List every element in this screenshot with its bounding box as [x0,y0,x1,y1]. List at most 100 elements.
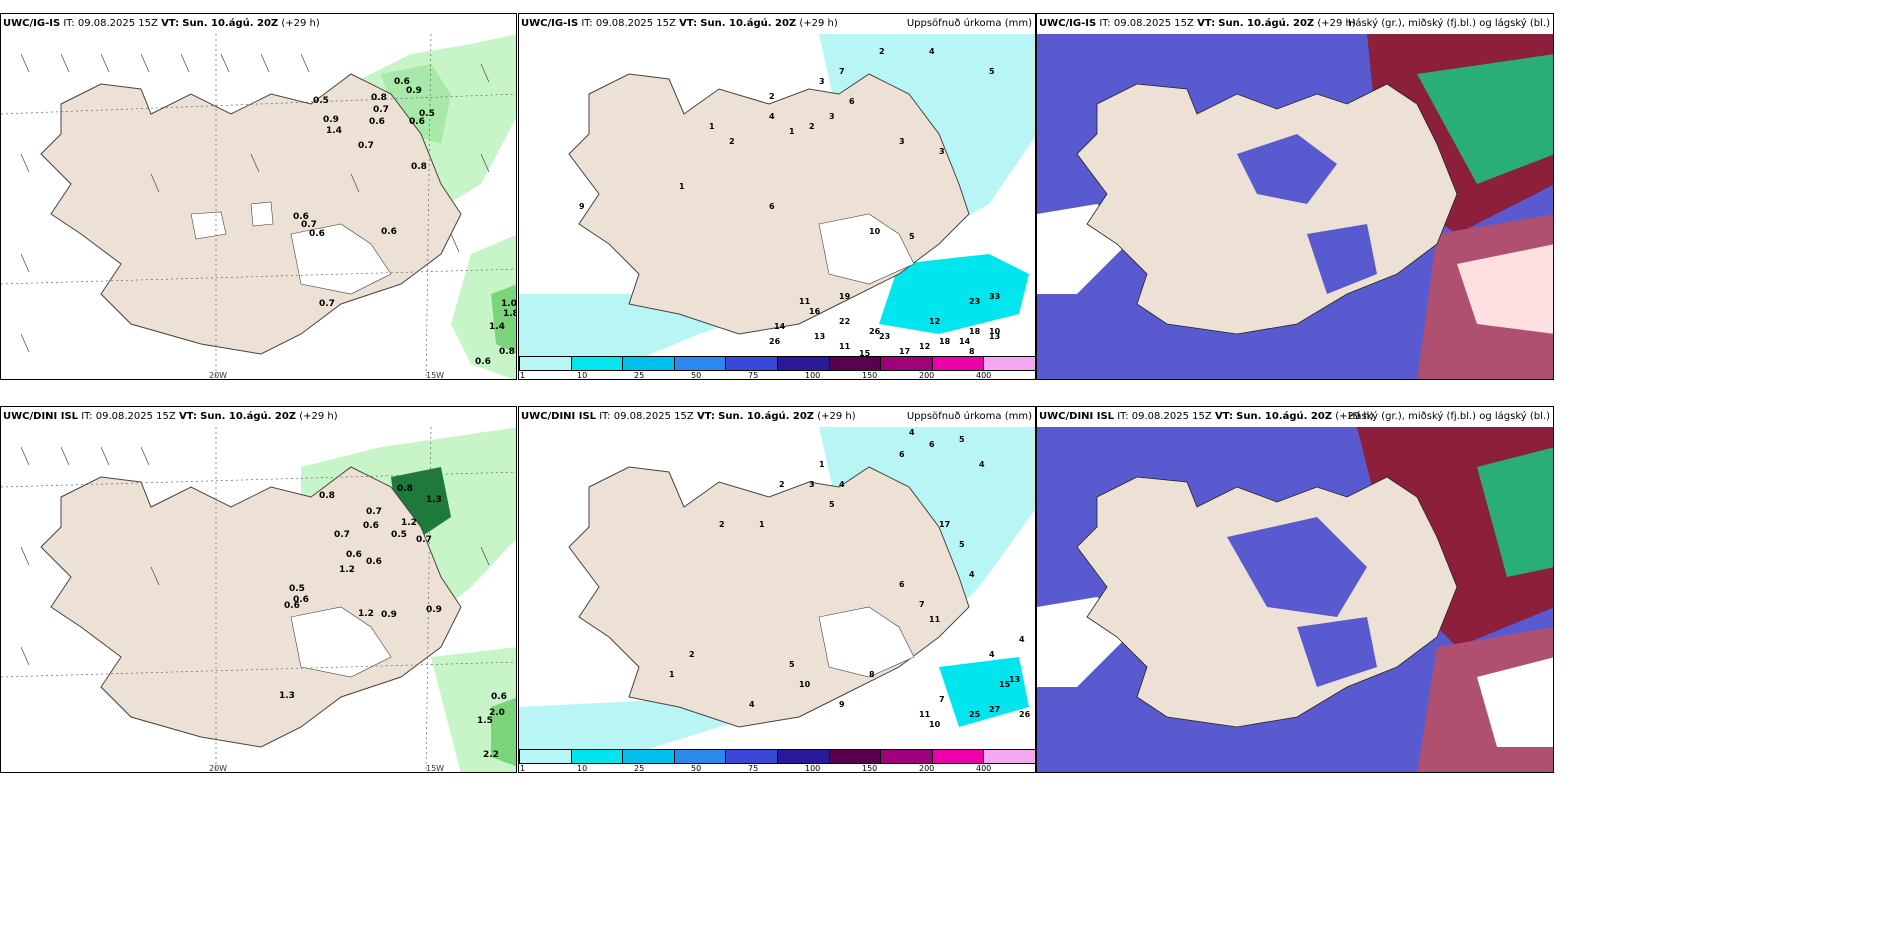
panel-title: UWC/IG-IS IT: 09.08.2025 15Z VT: Sun. 10… [1039,18,1356,29]
panel-clouds-igis: UWC/IG-IS IT: 09.08.2025 15Z VT: Sun. 10… [1036,13,1554,380]
svg-text:0.5: 0.5 [289,584,305,594]
svg-text:11: 11 [799,297,811,306]
svg-text:13: 13 [1009,675,1020,684]
panel-wind-igis: UWC/IG-IS IT: 09.08.2025 15Z VT: Sun. 10… [0,13,517,380]
svg-text:14: 14 [774,322,786,331]
svg-text:10: 10 [929,720,941,729]
svg-text:1.2: 1.2 [401,518,417,528]
svg-text:0.5: 0.5 [391,530,407,540]
svg-text:4: 4 [989,650,995,659]
wind-map: 0.5 0.8 0.60.9 0.7 0.5 0.91.4 0.6 0.6 0.70.… [1,34,517,379]
svg-text:4: 4 [909,428,915,437]
svg-text:0.6: 0.6 [381,227,397,237]
svg-text:26: 26 [869,327,881,336]
lon-tick-20w: 20W [209,371,228,380]
lon-tick-20w: 20W [209,764,228,773]
svg-text:5: 5 [989,67,995,76]
cbar-label: 75 [748,764,759,773]
svg-text:9: 9 [579,202,585,211]
panel-title: UWC/DINI ISL IT: 09.08.2025 15Z VT: Sun.… [521,411,856,422]
svg-text:19: 19 [839,292,851,301]
svg-text:10: 10 [989,327,1001,336]
svg-text:7: 7 [919,600,925,609]
cbar-label: 10 [577,764,588,773]
svg-text:33: 33 [989,292,1000,301]
svg-text:15: 15 [859,349,871,358]
svg-text:10: 10 [799,680,811,689]
svg-text:0.7: 0.7 [334,530,350,540]
svg-text:2: 2 [689,650,695,659]
svg-text:5: 5 [959,435,965,444]
svg-text:0.6: 0.6 [409,117,425,127]
svg-text:7: 7 [939,695,945,704]
svg-text:0.6: 0.6 [293,212,309,222]
cbar-label: 50 [691,371,702,380]
wind-barbs [20,53,490,353]
panel-title: UWC/DINI ISL IT: 09.08.2025 15Z VT: Sun.… [1039,411,1374,422]
svg-text:1: 1 [709,122,715,131]
svg-text:2: 2 [769,92,775,101]
svg-text:0.6: 0.6 [491,692,507,702]
panel-subtitle: Uppsöfnuð úrkoma (mm) [906,411,1032,422]
svg-text:17: 17 [899,347,910,356]
svg-text:0.6: 0.6 [293,595,309,605]
svg-text:7: 7 [839,67,845,76]
svg-text:3: 3 [899,137,905,146]
cbar-label: 1 [520,764,526,773]
svg-text:1.4: 1.4 [489,322,505,332]
svg-text:23: 23 [969,297,980,306]
svg-text:4: 4 [969,570,975,579]
svg-text:0.7: 0.7 [416,535,432,545]
svg-text:0.6: 0.6 [346,550,362,560]
svg-text:25: 25 [969,710,981,719]
panel-subtitle: Háský (gr.), miðský (fj.bl.) og lágský (… [1347,411,1550,422]
svg-text:1.2: 1.2 [339,565,355,575]
svg-text:0.6: 0.6 [366,557,382,567]
cbar-label: 200 [919,371,935,380]
svg-text:0.6: 0.6 [284,601,300,611]
svg-text:1: 1 [789,127,795,136]
cbar-label: 1 [520,371,526,380]
svg-text:4: 4 [839,480,845,489]
svg-text:1.4: 1.4 [326,126,342,136]
svg-text:10: 10 [869,227,881,236]
svg-text:17: 17 [939,520,950,529]
svg-text:1.0: 1.0 [501,299,517,309]
cbar-label: 100 [805,371,821,380]
svg-text:1: 1 [759,520,765,529]
svg-text:4: 4 [769,112,775,121]
iceland-land [40,73,462,355]
svg-text:0.5: 0.5 [313,96,329,106]
svg-text:1.3: 1.3 [426,495,442,505]
svg-text:0.6: 0.6 [369,117,385,127]
svg-text:0.8: 0.8 [371,93,387,103]
svg-text:0.6: 0.6 [394,77,410,87]
svg-text:1.3: 1.3 [279,691,295,701]
svg-text:0.8: 0.8 [397,484,413,494]
cbar-label: 150 [862,764,878,773]
svg-text:0.6: 0.6 [309,229,325,239]
cbar-label: 10 [577,371,588,380]
svg-text:13: 13 [814,332,825,341]
panel-subtitle: Uppsöfnuð úrkoma (mm) [906,18,1032,29]
svg-text:2: 2 [809,122,815,131]
svg-text:1.2: 1.2 [358,609,374,619]
svg-text:0.7: 0.7 [366,507,382,517]
svg-text:3: 3 [809,480,815,489]
svg-text:0.5: 0.5 [419,109,435,119]
svg-text:0.9: 0.9 [323,115,339,125]
panel-clouds-dini: UWC/DINI ISL IT: 09.08.2025 15Z VT: Sun.… [1036,406,1554,773]
svg-text:2.2: 2.2 [483,750,499,760]
cbar-label: 75 [748,371,759,380]
cbar-label: 200 [919,764,935,773]
svg-text:0.7: 0.7 [301,220,317,230]
svg-text:11: 11 [919,710,931,719]
svg-text:26: 26 [1019,710,1031,719]
cbar-label: 50 [691,764,702,773]
panel-title: UWC/IG-IS IT: 09.08.2025 15Z VT: Sun. 10… [521,18,838,29]
panel-title: UWC/DINI ISL IT: 09.08.2025 15Z VT: Sun.… [3,411,338,422]
panel-subtitle: Háský (gr.), miðský (fj.bl.) og lágský (… [1347,18,1550,29]
cloud-map [1037,427,1553,772]
